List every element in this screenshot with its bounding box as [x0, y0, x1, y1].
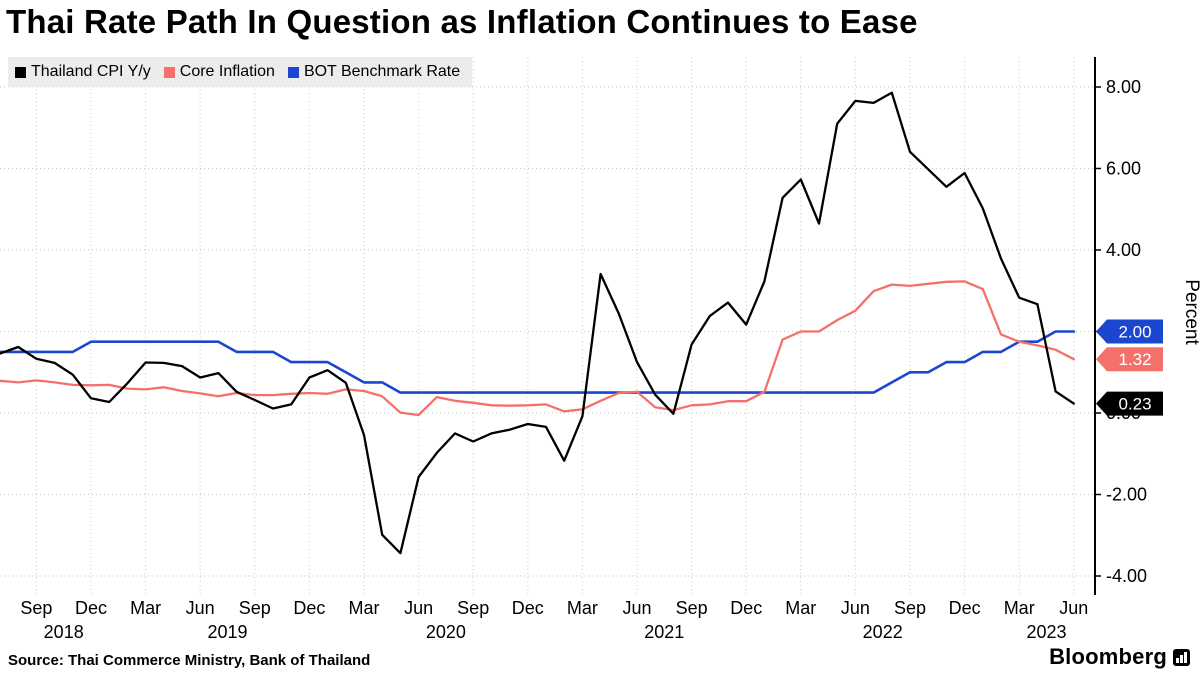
legend-swatch-rate-icon [287, 66, 299, 78]
last-value-badge-label: 2.00 [1118, 323, 1151, 342]
legend-label-rate: BOT Benchmark Rate [303, 63, 461, 80]
x-tick-label: Mar [567, 598, 598, 618]
x-tick-label: Dec [293, 598, 325, 618]
x-year-label: 2023 [1026, 622, 1066, 642]
x-tick-label: Jun [622, 598, 651, 618]
x-tick-label: Sep [676, 598, 708, 618]
x-tick-label: Mar [785, 598, 816, 618]
series-line-thailand-cpi-y-y [0, 91, 1075, 555]
x-year-label: 2022 [863, 622, 903, 642]
series-line-bot-benchmark-rate [0, 330, 1076, 394]
y-axis-title: Percent [1181, 279, 1200, 345]
x-year-label: 2018 [44, 622, 84, 642]
x-tick-label: Sep [457, 598, 489, 618]
bloomberg-wordmark: Bloomberg [1049, 644, 1167, 669]
legend-label-core: Core Inflation [179, 63, 275, 80]
y-tick-label: 4.00 [1106, 240, 1141, 260]
last-value-badge-label: 0.23 [1118, 395, 1151, 414]
bloomberg-bars-icon [1173, 648, 1190, 666]
legend-item-bot-rate: BOT Benchmark Rate [287, 63, 461, 81]
legend-swatch-cpi-icon [15, 66, 26, 78]
x-tick-label: Mar [130, 598, 161, 618]
x-tick-label: Jun [186, 598, 215, 618]
y-tick-label: 8.00 [1106, 77, 1141, 97]
x-tick-label: Sep [20, 598, 52, 618]
last-value-badge [1096, 391, 1163, 416]
y-tick-label: -2.00 [1106, 485, 1147, 505]
last-value-badge [1096, 319, 1163, 344]
x-tick-label: Sep [894, 598, 926, 618]
source-attribution: Source: Thai Commerce Ministry, Bank of … [8, 652, 371, 669]
x-tick-label: Mar [349, 598, 380, 618]
x-year-label: 2019 [207, 622, 247, 642]
chart-legend: Thailand CPI Y/y Core Inflation BOT Benc… [8, 57, 473, 87]
chart-title: Thai Rate Path In Question as Inflation … [6, 3, 918, 40]
x-tick-label: Mar [1004, 598, 1035, 618]
series-line-core-inflation [0, 280, 1075, 417]
x-year-label: 2021 [644, 622, 684, 642]
x-tick-label: Dec [512, 598, 544, 618]
x-tick-label: Jun [841, 598, 870, 618]
last-value-badge [1096, 347, 1163, 372]
legend-item-thailand-cpi: Thailand CPI Y/y [15, 63, 151, 81]
y-tick-label: 6.00 [1106, 159, 1141, 179]
legend-label-cpi: Thailand CPI Y/y [31, 63, 151, 80]
x-tick-label: Dec [75, 598, 107, 618]
bloomberg-logo: Bloomberg [1049, 644, 1190, 670]
legend-swatch-core-icon [163, 66, 175, 78]
x-tick-label: Dec [730, 598, 762, 618]
x-tick-label: Jun [1059, 598, 1088, 618]
x-tick-label: Dec [949, 598, 981, 618]
last-value-badge-label: 1.32 [1118, 350, 1151, 369]
x-tick-label: Sep [239, 598, 271, 618]
x-tick-label: Jun [404, 598, 433, 618]
y-tick-label: -4.00 [1106, 566, 1147, 586]
x-year-label: 2020 [426, 622, 466, 642]
legend-item-core-inflation: Core Inflation [163, 63, 275, 81]
